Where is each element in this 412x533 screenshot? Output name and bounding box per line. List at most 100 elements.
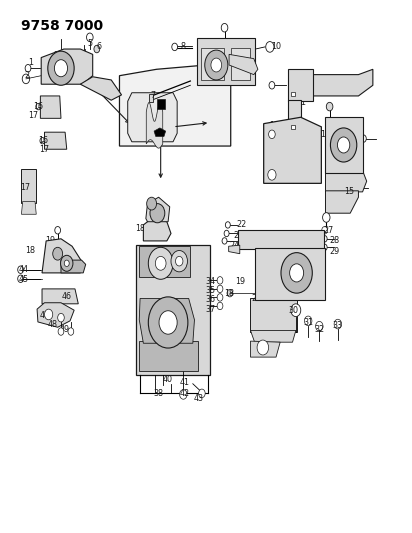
Text: 15: 15	[344, 188, 354, 196]
Circle shape	[172, 43, 178, 51]
Polygon shape	[250, 330, 296, 342]
Text: 4: 4	[306, 135, 311, 144]
Polygon shape	[250, 341, 280, 357]
Text: 19: 19	[235, 277, 245, 286]
Polygon shape	[146, 102, 163, 148]
Polygon shape	[37, 303, 74, 327]
Text: 17: 17	[21, 183, 30, 192]
Polygon shape	[238, 230, 324, 249]
Polygon shape	[61, 260, 86, 273]
Text: 9758 7000: 9758 7000	[21, 19, 103, 33]
Circle shape	[269, 82, 275, 89]
Polygon shape	[288, 100, 301, 134]
Polygon shape	[139, 246, 190, 277]
Circle shape	[281, 253, 312, 293]
Polygon shape	[325, 191, 358, 213]
Polygon shape	[149, 94, 153, 102]
Circle shape	[18, 266, 23, 273]
Circle shape	[180, 390, 187, 399]
Circle shape	[326, 102, 333, 111]
Text: 5: 5	[87, 39, 92, 48]
Bar	[231, 48, 250, 80]
Circle shape	[330, 128, 357, 162]
Text: 20: 20	[60, 257, 70, 265]
Circle shape	[199, 389, 205, 398]
Text: 35: 35	[205, 286, 215, 295]
Text: 32: 32	[314, 325, 324, 334]
Text: 21: 21	[176, 357, 186, 366]
Polygon shape	[42, 239, 82, 273]
Polygon shape	[128, 93, 177, 142]
Polygon shape	[288, 69, 313, 101]
Text: 7: 7	[150, 92, 155, 100]
Polygon shape	[143, 219, 171, 241]
Circle shape	[61, 255, 73, 271]
Text: 16: 16	[38, 136, 48, 145]
Polygon shape	[154, 128, 166, 136]
Text: 39: 39	[152, 359, 162, 368]
Circle shape	[217, 277, 223, 284]
Polygon shape	[21, 201, 36, 214]
Circle shape	[87, 33, 93, 42]
Text: 42: 42	[180, 389, 190, 398]
Text: 11: 11	[296, 98, 306, 107]
Polygon shape	[325, 117, 363, 173]
Circle shape	[176, 256, 183, 266]
Circle shape	[58, 328, 64, 335]
Circle shape	[337, 137, 350, 153]
Circle shape	[221, 23, 228, 32]
Circle shape	[36, 103, 41, 110]
Text: 25: 25	[251, 294, 261, 303]
Circle shape	[155, 256, 166, 270]
Bar	[157, 99, 165, 109]
Circle shape	[68, 328, 74, 335]
Text: 22: 22	[236, 221, 246, 229]
Text: 47: 47	[40, 311, 49, 320]
Text: 11: 11	[269, 121, 279, 130]
Circle shape	[205, 50, 228, 80]
Circle shape	[44, 309, 53, 320]
Circle shape	[291, 304, 301, 317]
Polygon shape	[229, 245, 240, 254]
Text: 33: 33	[333, 321, 343, 329]
Polygon shape	[139, 298, 194, 343]
Circle shape	[217, 294, 223, 301]
Polygon shape	[311, 69, 373, 96]
Circle shape	[334, 319, 342, 329]
Circle shape	[58, 313, 64, 322]
Circle shape	[322, 244, 327, 251]
Text: 10: 10	[271, 43, 281, 51]
Circle shape	[316, 321, 323, 331]
Text: 23: 23	[233, 231, 243, 240]
Circle shape	[323, 213, 330, 222]
Polygon shape	[255, 248, 325, 300]
Polygon shape	[21, 169, 36, 203]
Circle shape	[266, 42, 274, 52]
Polygon shape	[80, 77, 122, 100]
Polygon shape	[44, 132, 67, 149]
Polygon shape	[136, 245, 210, 375]
Text: 4: 4	[82, 49, 87, 58]
Circle shape	[54, 60, 68, 77]
Circle shape	[94, 45, 100, 53]
Text: 28: 28	[330, 237, 339, 245]
Circle shape	[53, 247, 63, 260]
Circle shape	[18, 275, 23, 282]
Circle shape	[217, 302, 223, 310]
Polygon shape	[146, 197, 170, 222]
Text: 18: 18	[25, 246, 35, 255]
Polygon shape	[325, 171, 367, 192]
Circle shape	[269, 130, 275, 139]
Text: 45: 45	[19, 275, 29, 284]
Text: 46: 46	[62, 292, 72, 301]
Circle shape	[227, 289, 233, 297]
Text: 3: 3	[53, 52, 58, 60]
Circle shape	[147, 197, 157, 210]
Text: 8: 8	[181, 43, 186, 51]
Text: 43: 43	[194, 394, 204, 403]
Polygon shape	[229, 54, 258, 75]
Circle shape	[159, 311, 177, 334]
Circle shape	[304, 316, 312, 326]
Text: 14: 14	[267, 171, 277, 179]
Circle shape	[264, 235, 270, 242]
